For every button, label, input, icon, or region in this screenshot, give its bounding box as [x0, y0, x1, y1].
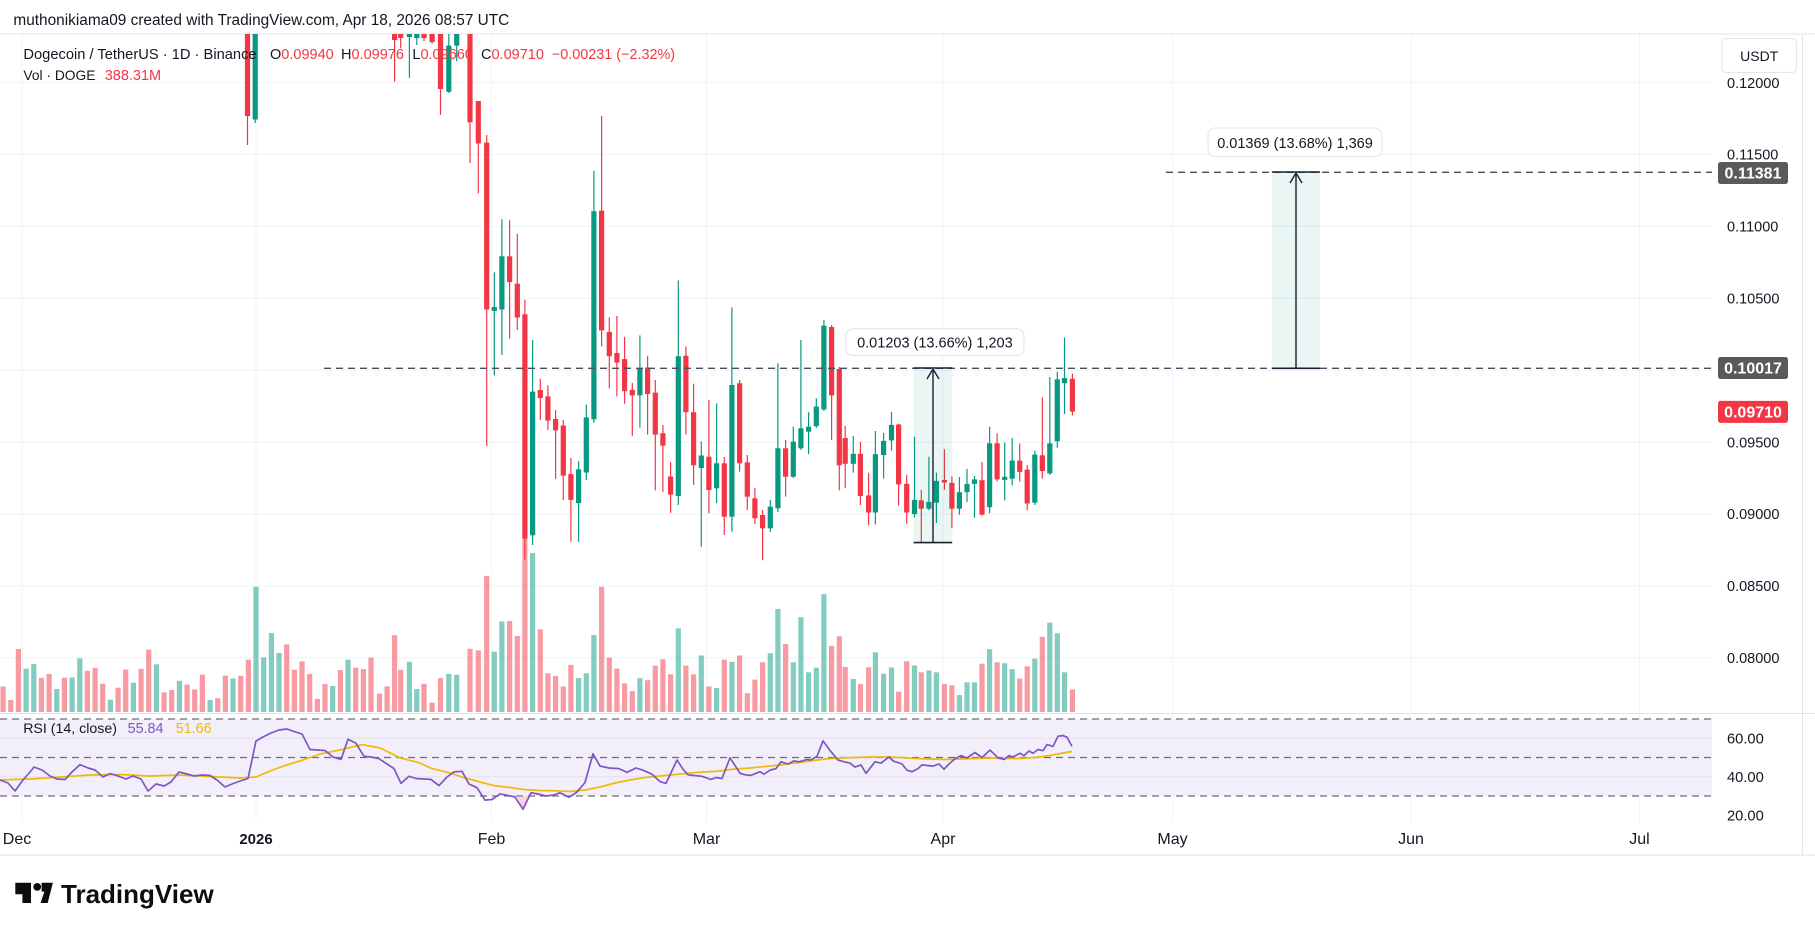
svg-text:51.66: 51.66 — [176, 721, 212, 737]
svg-text:Dogecoin / TetherUS · 1D · Bin: Dogecoin / TetherUS · 1D · Binance — [23, 47, 256, 63]
svg-text:0.10500: 0.10500 — [1727, 292, 1779, 308]
svg-text:60.00: 60.00 — [1727, 731, 1764, 747]
svg-text:Vol · DOGE: Vol · DOGE — [23, 68, 95, 83]
svg-text:Feb: Feb — [478, 831, 506, 848]
svg-text:0.09500: 0.09500 — [1727, 435, 1779, 451]
svg-text:0.11000: 0.11000 — [1727, 220, 1778, 236]
svg-text:TradingView: TradingView — [61, 879, 214, 909]
svg-text:0.08500: 0.08500 — [1727, 579, 1779, 595]
svg-text:20.00: 20.00 — [1727, 808, 1764, 824]
svg-text:Jun: Jun — [1398, 831, 1424, 848]
svg-text:H0.09976: H0.09976 — [341, 47, 404, 63]
svg-text:USDT: USDT — [1740, 48, 1779, 64]
svg-text:0.09000: 0.09000 — [1727, 507, 1779, 523]
svg-text:Apr: Apr — [931, 831, 957, 848]
svg-text:0.08000: 0.08000 — [1727, 651, 1779, 667]
svg-text:2026: 2026 — [239, 831, 272, 848]
svg-text:L0.09660: L0.09660 — [412, 47, 473, 63]
svg-text:0.11381: 0.11381 — [1725, 166, 1782, 183]
svg-text:−0.00231 (−2.32%): −0.00231 (−2.32%) — [552, 47, 675, 63]
svg-text:388.31M: 388.31M — [105, 68, 161, 84]
svg-text:Jul: Jul — [1629, 831, 1649, 848]
svg-text:0.09710: 0.09710 — [1724, 404, 1782, 421]
svg-text:0.12000: 0.12000 — [1727, 76, 1779, 92]
svg-text:May: May — [1157, 831, 1187, 848]
svg-text:0.11500: 0.11500 — [1727, 148, 1778, 164]
svg-text:O0.09940: O0.09940 — [270, 47, 334, 63]
svg-text:RSI (14, close): RSI (14, close) — [23, 721, 117, 737]
svg-text:0.01203 (13.66%) 1,203: 0.01203 (13.66%) 1,203 — [857, 336, 1013, 352]
svg-text:Dec: Dec — [3, 831, 31, 848]
svg-text:muthonikiama09 created with Tr: muthonikiama09 created with TradingView.… — [13, 12, 509, 29]
svg-text:0.10017: 0.10017 — [1724, 361, 1782, 378]
svg-text:40.00: 40.00 — [1727, 770, 1764, 786]
svg-text:Mar: Mar — [693, 831, 721, 848]
svg-text:55.84: 55.84 — [128, 721, 164, 737]
svg-text:0.01369 (13.68%) 1,369: 0.01369 (13.68%) 1,369 — [1217, 136, 1373, 152]
svg-text:C0.09710: C0.09710 — [481, 47, 544, 63]
